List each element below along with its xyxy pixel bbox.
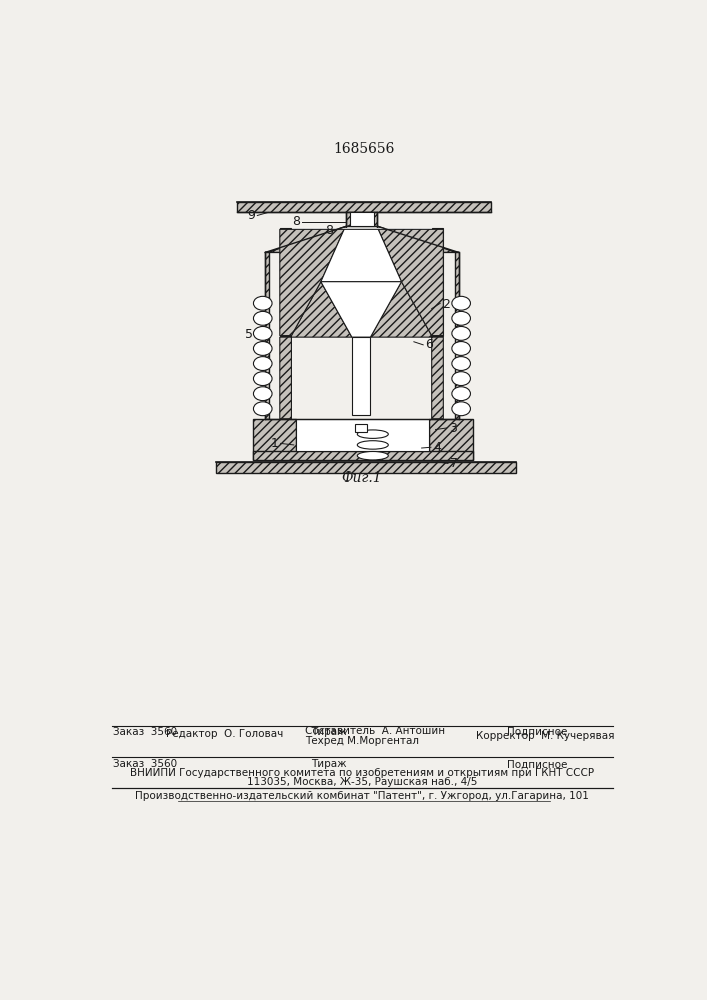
- Polygon shape: [280, 282, 352, 419]
- Ellipse shape: [253, 311, 272, 325]
- Polygon shape: [432, 228, 443, 336]
- Polygon shape: [265, 226, 346, 252]
- Text: 1685656: 1685656: [333, 142, 395, 156]
- Polygon shape: [280, 228, 291, 336]
- Text: Техред М.Моргентал: Техред М.Моргентал: [305, 736, 419, 746]
- Text: Подписное: Подписное: [507, 759, 567, 769]
- Text: 113035, Москва, Ж-35, Раушская наб., 4/5: 113035, Москва, Ж-35, Раушская наб., 4/5: [247, 777, 477, 787]
- Text: Производственно-издательский комбинат "Патент", г. Ужгород, ул.Гагарина, 101: Производственно-издательский комбинат "П…: [135, 791, 589, 801]
- Ellipse shape: [452, 326, 470, 340]
- Text: 8: 8: [292, 215, 300, 228]
- Polygon shape: [216, 462, 516, 473]
- Text: ВНИИПИ Государственного комитета по изобретениям и открытиям при ГКНТ СССР: ВНИИПИ Государственного комитета по изоб…: [130, 768, 594, 778]
- Bar: [252, 451, 473, 460]
- Text: 4: 4: [433, 441, 441, 454]
- Text: 9: 9: [247, 209, 255, 222]
- Text: Тираж: Тираж: [311, 759, 346, 769]
- Text: Заказ  3560: Заказ 3560: [113, 727, 177, 737]
- Ellipse shape: [253, 372, 272, 386]
- Ellipse shape: [452, 296, 470, 310]
- Ellipse shape: [253, 342, 272, 355]
- Bar: [291, 228, 432, 336]
- Ellipse shape: [253, 357, 272, 370]
- Ellipse shape: [452, 342, 470, 355]
- Polygon shape: [280, 229, 344, 336]
- Text: Составитель  А. Антошин: Составитель А. Антошин: [305, 726, 445, 736]
- Polygon shape: [321, 229, 402, 282]
- Polygon shape: [321, 282, 402, 337]
- Text: 6: 6: [426, 338, 433, 351]
- Ellipse shape: [452, 357, 470, 370]
- Text: Подписное: Подписное: [507, 727, 567, 737]
- Text: 5: 5: [245, 328, 253, 341]
- Ellipse shape: [357, 430, 388, 438]
- Ellipse shape: [452, 311, 470, 325]
- Text: 3: 3: [449, 422, 457, 434]
- Ellipse shape: [253, 387, 272, 401]
- Ellipse shape: [357, 451, 388, 460]
- Bar: [429, 419, 473, 460]
- Bar: [252, 419, 296, 460]
- Bar: [352, 337, 370, 415]
- Text: 8: 8: [325, 224, 332, 237]
- Text: 7: 7: [450, 457, 458, 470]
- Bar: [265, 252, 269, 419]
- Bar: [346, 212, 378, 226]
- Polygon shape: [370, 282, 443, 419]
- Text: Заказ  3560: Заказ 3560: [113, 759, 177, 769]
- Bar: [355, 424, 368, 432]
- Text: Редактор  О. Головач: Редактор О. Головач: [166, 729, 283, 739]
- Text: 1: 1: [271, 437, 279, 450]
- Ellipse shape: [253, 296, 272, 310]
- Polygon shape: [378, 226, 459, 252]
- Ellipse shape: [253, 326, 272, 340]
- Ellipse shape: [253, 402, 272, 416]
- Bar: [351, 212, 373, 226]
- Text: Корректор  М. Кучерявая: Корректор М. Кучерявая: [476, 731, 614, 741]
- Ellipse shape: [452, 372, 470, 386]
- Ellipse shape: [452, 402, 470, 416]
- Text: Фиг.1: Фиг.1: [341, 471, 382, 485]
- Polygon shape: [237, 202, 491, 212]
- Ellipse shape: [357, 441, 388, 449]
- Text: 2: 2: [443, 298, 450, 311]
- Text: Тираж: Тираж: [311, 727, 346, 737]
- Polygon shape: [378, 229, 443, 336]
- Bar: [296, 419, 429, 451]
- Bar: [455, 252, 459, 419]
- Ellipse shape: [452, 387, 470, 401]
